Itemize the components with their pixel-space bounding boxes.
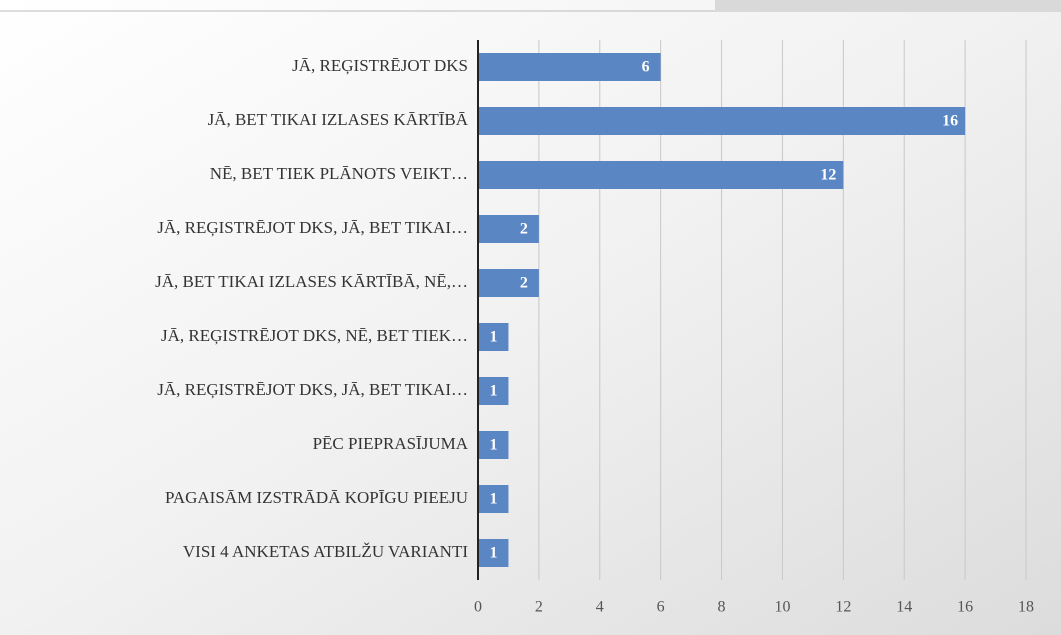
bar [478,53,661,81]
value-label: 12 [820,167,836,184]
top-band [715,0,1061,12]
x-tick-label: 16 [957,599,973,616]
y-tick-label: JĀ, REĢISTRĒJOT DKS, JĀ, BET TIKAI… [157,380,468,399]
value-label: 1 [489,545,497,562]
bar [478,269,539,297]
bar [478,215,539,243]
bar [478,431,509,459]
bar [478,161,844,189]
y-tick-label: JĀ, REĢISTRĒJOT DKS [292,56,468,75]
y-tick-label: JĀ, BET TIKAI IZLASES KĀRTĪBĀ, NĒ,… [155,272,468,291]
x-tick-label: 4 [596,599,604,616]
y-tick-label: NĒ, BET TIEK PLĀNOTS VEIKT… [210,164,468,183]
value-label: 2 [520,275,528,292]
x-tick-label: 18 [1018,599,1034,616]
x-tick-label: 2 [535,599,543,616]
x-tick-label: 8 [718,599,726,616]
bar [478,377,509,405]
bar [478,485,509,513]
y-tick-label: JĀ, REĢISTRĒJOT DKS, JĀ, BET TIKAI… [157,218,468,237]
x-tick-label: 6 [657,599,665,616]
bar [478,323,509,351]
x-tick-label: 0 [474,599,482,616]
value-label: 1 [489,437,497,454]
x-tick-label: 12 [835,599,851,616]
value-label: 16 [942,113,958,130]
bar [478,539,509,567]
value-label: 6 [642,59,650,76]
value-label: 1 [489,491,497,508]
y-tick-label: JĀ, REĢISTRĒJOT DKS, NĒ, BET TIEK… [161,326,468,345]
x-tick-label: 10 [774,599,790,616]
value-label: 1 [489,329,497,346]
bar [478,107,966,135]
value-label: 2 [520,221,528,238]
y-tick-label: VISI 4 ANKETAS ATBILŽU VARIANTI [183,542,468,561]
y-tick-label: JĀ, BET TIKAI IZLASES KĀRTĪBĀ [208,110,469,129]
y-tick-label: PĒC PIEPRASĪJUMA [313,434,469,453]
y-tick-label: PAGAISĀM IZSTRĀDĀ KOPĪGU PIEEJU [165,488,468,507]
x-tick-label: 14 [896,599,912,616]
value-label: 1 [489,383,497,400]
